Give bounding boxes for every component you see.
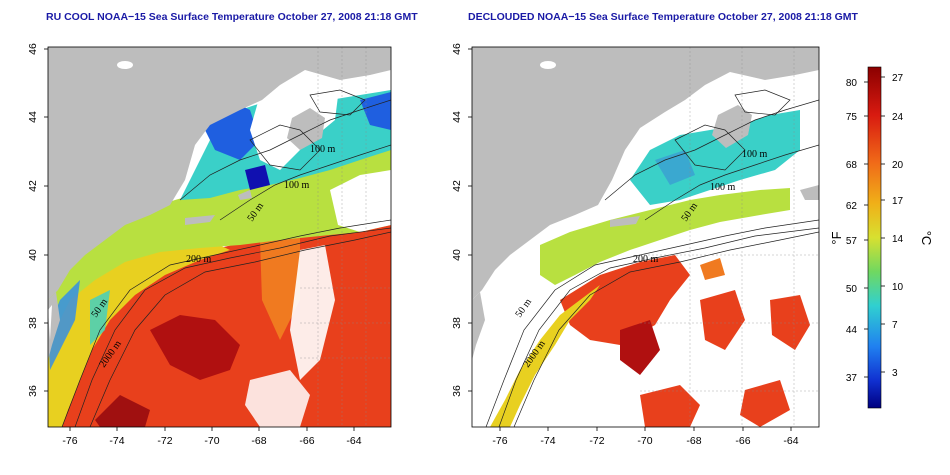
colorbar-f-tick: 44	[846, 325, 858, 336]
left-deep-cold-patch	[245, 165, 270, 190]
left-shelf-yellow	[48, 243, 230, 427]
colorbar-f-tick: 75	[846, 112, 858, 123]
right-x-tick-label: -72	[589, 435, 604, 447]
colorbar-fahrenheit-label: °F	[829, 231, 844, 244]
left-contour-label: 100 m	[284, 180, 310, 191]
right-bathymetry-contours	[485, 89, 819, 427]
right-y-tick-label: 36	[451, 385, 463, 397]
right-contour-label: 100 m	[710, 182, 736, 193]
left-hot-patch	[95, 395, 150, 427]
right-map-frame	[471, 46, 820, 428]
right-warm-east	[770, 295, 810, 350]
right-y-tick-label: 44	[451, 111, 463, 123]
right-warm-south	[640, 385, 700, 427]
right-hot-core	[620, 320, 660, 375]
left-x-tick-label: -66	[299, 435, 314, 447]
left-land-northeast-us	[48, 47, 391, 300]
right-warm-southeast	[740, 380, 790, 427]
colorbar-c-tick: 20	[892, 160, 904, 171]
left-x-tick-label: -72	[157, 435, 172, 447]
left-orange-patch	[260, 236, 300, 340]
left-sst-map: 100 m 100 m 50 m 200 m 50 m 2000 m	[48, 47, 391, 427]
right-y-tick-label: 46	[451, 43, 463, 55]
left-cold-patch-east	[360, 92, 391, 130]
colorbar-f-tick: 80	[846, 78, 858, 89]
right-warm-mid	[700, 290, 745, 350]
right-sst-map: 100 m 100 m 50 m 200 m 50 m 2000 m	[472, 47, 819, 427]
right-y-tick-label: 38	[451, 317, 463, 329]
left-y-tick-label: 40	[27, 249, 39, 261]
left-contour-label: 100 m	[310, 144, 336, 155]
left-x-tick-label: -64	[346, 435, 361, 447]
right-y-tick-label: 42	[451, 180, 463, 192]
right-y-tick-label: 40	[451, 249, 463, 261]
colorbar-f-tick: 68	[846, 160, 858, 171]
left-axis-ticks	[44, 48, 355, 431]
right-warm-patch	[560, 255, 690, 345]
left-land-cape-cod	[238, 190, 252, 200]
left-land-long-island	[185, 215, 215, 225]
right-land-delmarva	[472, 292, 485, 360]
colorbar-c-tick: 24	[892, 112, 904, 123]
right-x-tick-label: -68	[686, 435, 701, 447]
colorbar-c-tick: 14	[892, 234, 904, 245]
colorbar-f-tick: 50	[846, 284, 858, 295]
colorbar-c-tick: 27	[892, 73, 904, 84]
left-hot-core	[150, 315, 240, 380]
right-x-tick-label: -76	[492, 435, 507, 447]
right-orange-patch	[700, 258, 725, 280]
left-shelf-green	[48, 138, 391, 340]
left-map-frame	[47, 46, 392, 428]
left-y-tick-label: 38	[27, 317, 39, 329]
left-cloud-streak	[290, 245, 335, 380]
right-x-tick-label: -66	[735, 435, 750, 447]
left-coastal-blue	[48, 280, 80, 370]
left-coastal-cyan	[90, 290, 110, 345]
right-contour-label: 200 m	[633, 254, 659, 265]
left-map-title: RU COOL NOAA−15 Sea Surface Temperature …	[46, 11, 418, 23]
colorbar-celsius-label: °C	[919, 231, 934, 246]
right-lake	[540, 61, 556, 69]
colorbar-c-tick: 7	[892, 320, 898, 331]
left-cloud-south	[245, 370, 310, 427]
left-y-tick-label: 42	[27, 180, 39, 192]
colorbar-ticks	[864, 76, 885, 378]
left-cloud-east	[330, 170, 391, 232]
colorbar-f-tick: 37	[846, 373, 858, 384]
left-x-tick-label: -76	[62, 435, 77, 447]
right-land-northeast-us	[472, 47, 819, 300]
left-x-tick-label: -70	[204, 435, 219, 447]
right-axis-ticks	[468, 48, 792, 431]
colorbar-f-tick: 62	[846, 201, 858, 212]
left-y-tick-label: 46	[27, 43, 39, 55]
right-x-tick-label: -74	[540, 435, 555, 447]
colorbar-f-tick: 57	[846, 236, 858, 247]
left-bathymetry-contours	[61, 89, 391, 427]
left-y-tick-label: 36	[27, 385, 39, 397]
left-x-tick-label: -74	[109, 435, 124, 447]
left-y-tick-label: 44	[27, 111, 39, 123]
right-shelf-green	[540, 188, 790, 285]
right-x-tick-label: -70	[637, 435, 652, 447]
left-lake	[117, 61, 133, 69]
left-grid	[300, 47, 391, 427]
colorbar-c-tick: 10	[892, 282, 904, 293]
right-contour-label: 100 m	[742, 149, 768, 160]
colorbar-gradient	[867, 66, 882, 409]
right-land-fragment	[800, 185, 819, 200]
left-x-tick-label: -68	[251, 435, 266, 447]
left-land-nova-scotia	[287, 108, 325, 150]
right-map-title: DECLOUDED NOAA−15 Sea Surface Temperatur…	[468, 11, 858, 23]
left-bay	[48, 305, 52, 340]
right-x-tick-label: -64	[783, 435, 798, 447]
right-cool-patch	[655, 150, 695, 185]
right-grid	[640, 47, 819, 427]
colorbar-c-tick: 17	[892, 196, 904, 207]
right-shelf-yellow	[490, 285, 600, 427]
right-land-long-island	[610, 216, 640, 227]
colorbar-c-tick: 3	[892, 368, 898, 379]
left-contour-label: 200 m	[186, 254, 212, 265]
